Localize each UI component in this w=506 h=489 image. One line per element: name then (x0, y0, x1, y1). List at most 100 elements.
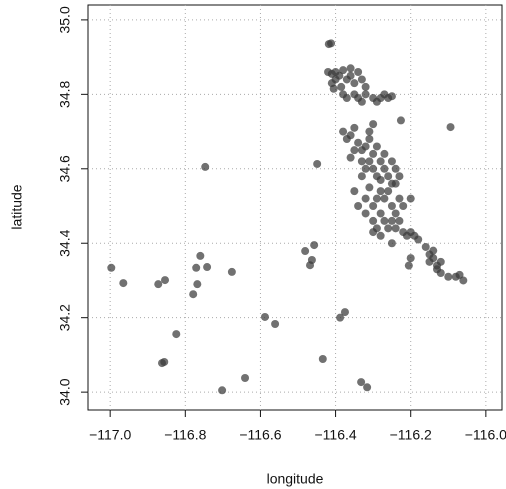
point (429, 246, 438, 255)
point (172, 330, 181, 339)
point (318, 355, 327, 364)
point (363, 383, 372, 392)
x-tick-label: −117.0 (89, 427, 131, 443)
point (342, 94, 351, 103)
point (387, 239, 396, 248)
point (406, 194, 415, 203)
point (387, 157, 396, 166)
point (346, 71, 355, 80)
point (376, 175, 385, 184)
point (380, 164, 389, 173)
point (365, 157, 374, 166)
point (241, 373, 250, 382)
point (406, 254, 415, 263)
point (193, 280, 202, 289)
y-tick-label: 35.0 (57, 6, 73, 33)
point (313, 159, 322, 168)
point (391, 209, 400, 218)
point (395, 216, 404, 225)
point (192, 263, 201, 272)
point (339, 66, 348, 75)
point (365, 135, 374, 144)
point (391, 164, 400, 173)
point (421, 242, 430, 251)
point (189, 290, 198, 299)
point (376, 209, 385, 218)
point (196, 251, 205, 260)
point (357, 97, 366, 106)
point (387, 92, 396, 101)
point (365, 127, 374, 136)
point (350, 187, 359, 196)
point (329, 84, 338, 93)
point (365, 183, 374, 192)
point (310, 241, 319, 250)
y-tick-label: 34.2 (57, 304, 73, 331)
point (459, 276, 468, 285)
point (387, 202, 396, 211)
point (433, 265, 442, 274)
y-tick-label: 34.0 (57, 378, 73, 405)
point (346, 153, 355, 162)
point (158, 359, 167, 368)
point (161, 276, 170, 285)
point (218, 386, 227, 395)
point (361, 164, 370, 173)
point (387, 216, 396, 225)
point (361, 142, 370, 151)
point (444, 272, 453, 281)
point (337, 82, 346, 91)
point (357, 75, 366, 84)
point (301, 247, 310, 256)
y-axis-label: latitude (9, 184, 25, 229)
point (350, 79, 359, 88)
point (350, 123, 359, 132)
point (260, 312, 269, 321)
point (369, 149, 378, 158)
point (354, 68, 363, 77)
x-tick-label: −116.4 (314, 427, 356, 443)
point (336, 313, 345, 322)
point (271, 320, 280, 329)
plot-frame (87, 4, 503, 411)
point (376, 157, 385, 166)
x-tick-label: −116.8 (164, 427, 206, 443)
point (350, 146, 359, 155)
point (354, 138, 363, 147)
point (357, 378, 366, 387)
point (154, 280, 163, 289)
x-tick-label: −116.2 (390, 427, 432, 443)
point (380, 194, 389, 203)
point (306, 261, 315, 270)
point (361, 209, 370, 218)
point (203, 263, 212, 272)
point (425, 257, 434, 266)
y-tick-label: 34.8 (57, 81, 73, 108)
point (372, 194, 381, 203)
point (369, 202, 378, 211)
x-tick-label: −116.0 (465, 427, 506, 443)
point (436, 257, 445, 266)
point (361, 82, 370, 91)
point (327, 39, 336, 48)
y-tick-label: 34.4 (57, 229, 73, 256)
point (380, 216, 389, 225)
point (396, 116, 405, 125)
y-tick-label: 34.6 (57, 155, 73, 182)
point (376, 187, 385, 196)
point (340, 308, 349, 317)
point (201, 162, 210, 171)
point (354, 202, 363, 211)
point (369, 164, 378, 173)
point (346, 64, 355, 73)
point (404, 261, 413, 270)
point (372, 224, 381, 233)
point (391, 179, 400, 188)
point (395, 194, 404, 203)
point (357, 157, 366, 166)
x-axis-label: longitude (267, 471, 324, 487)
point (376, 231, 385, 240)
point (395, 172, 404, 181)
point (391, 224, 400, 233)
